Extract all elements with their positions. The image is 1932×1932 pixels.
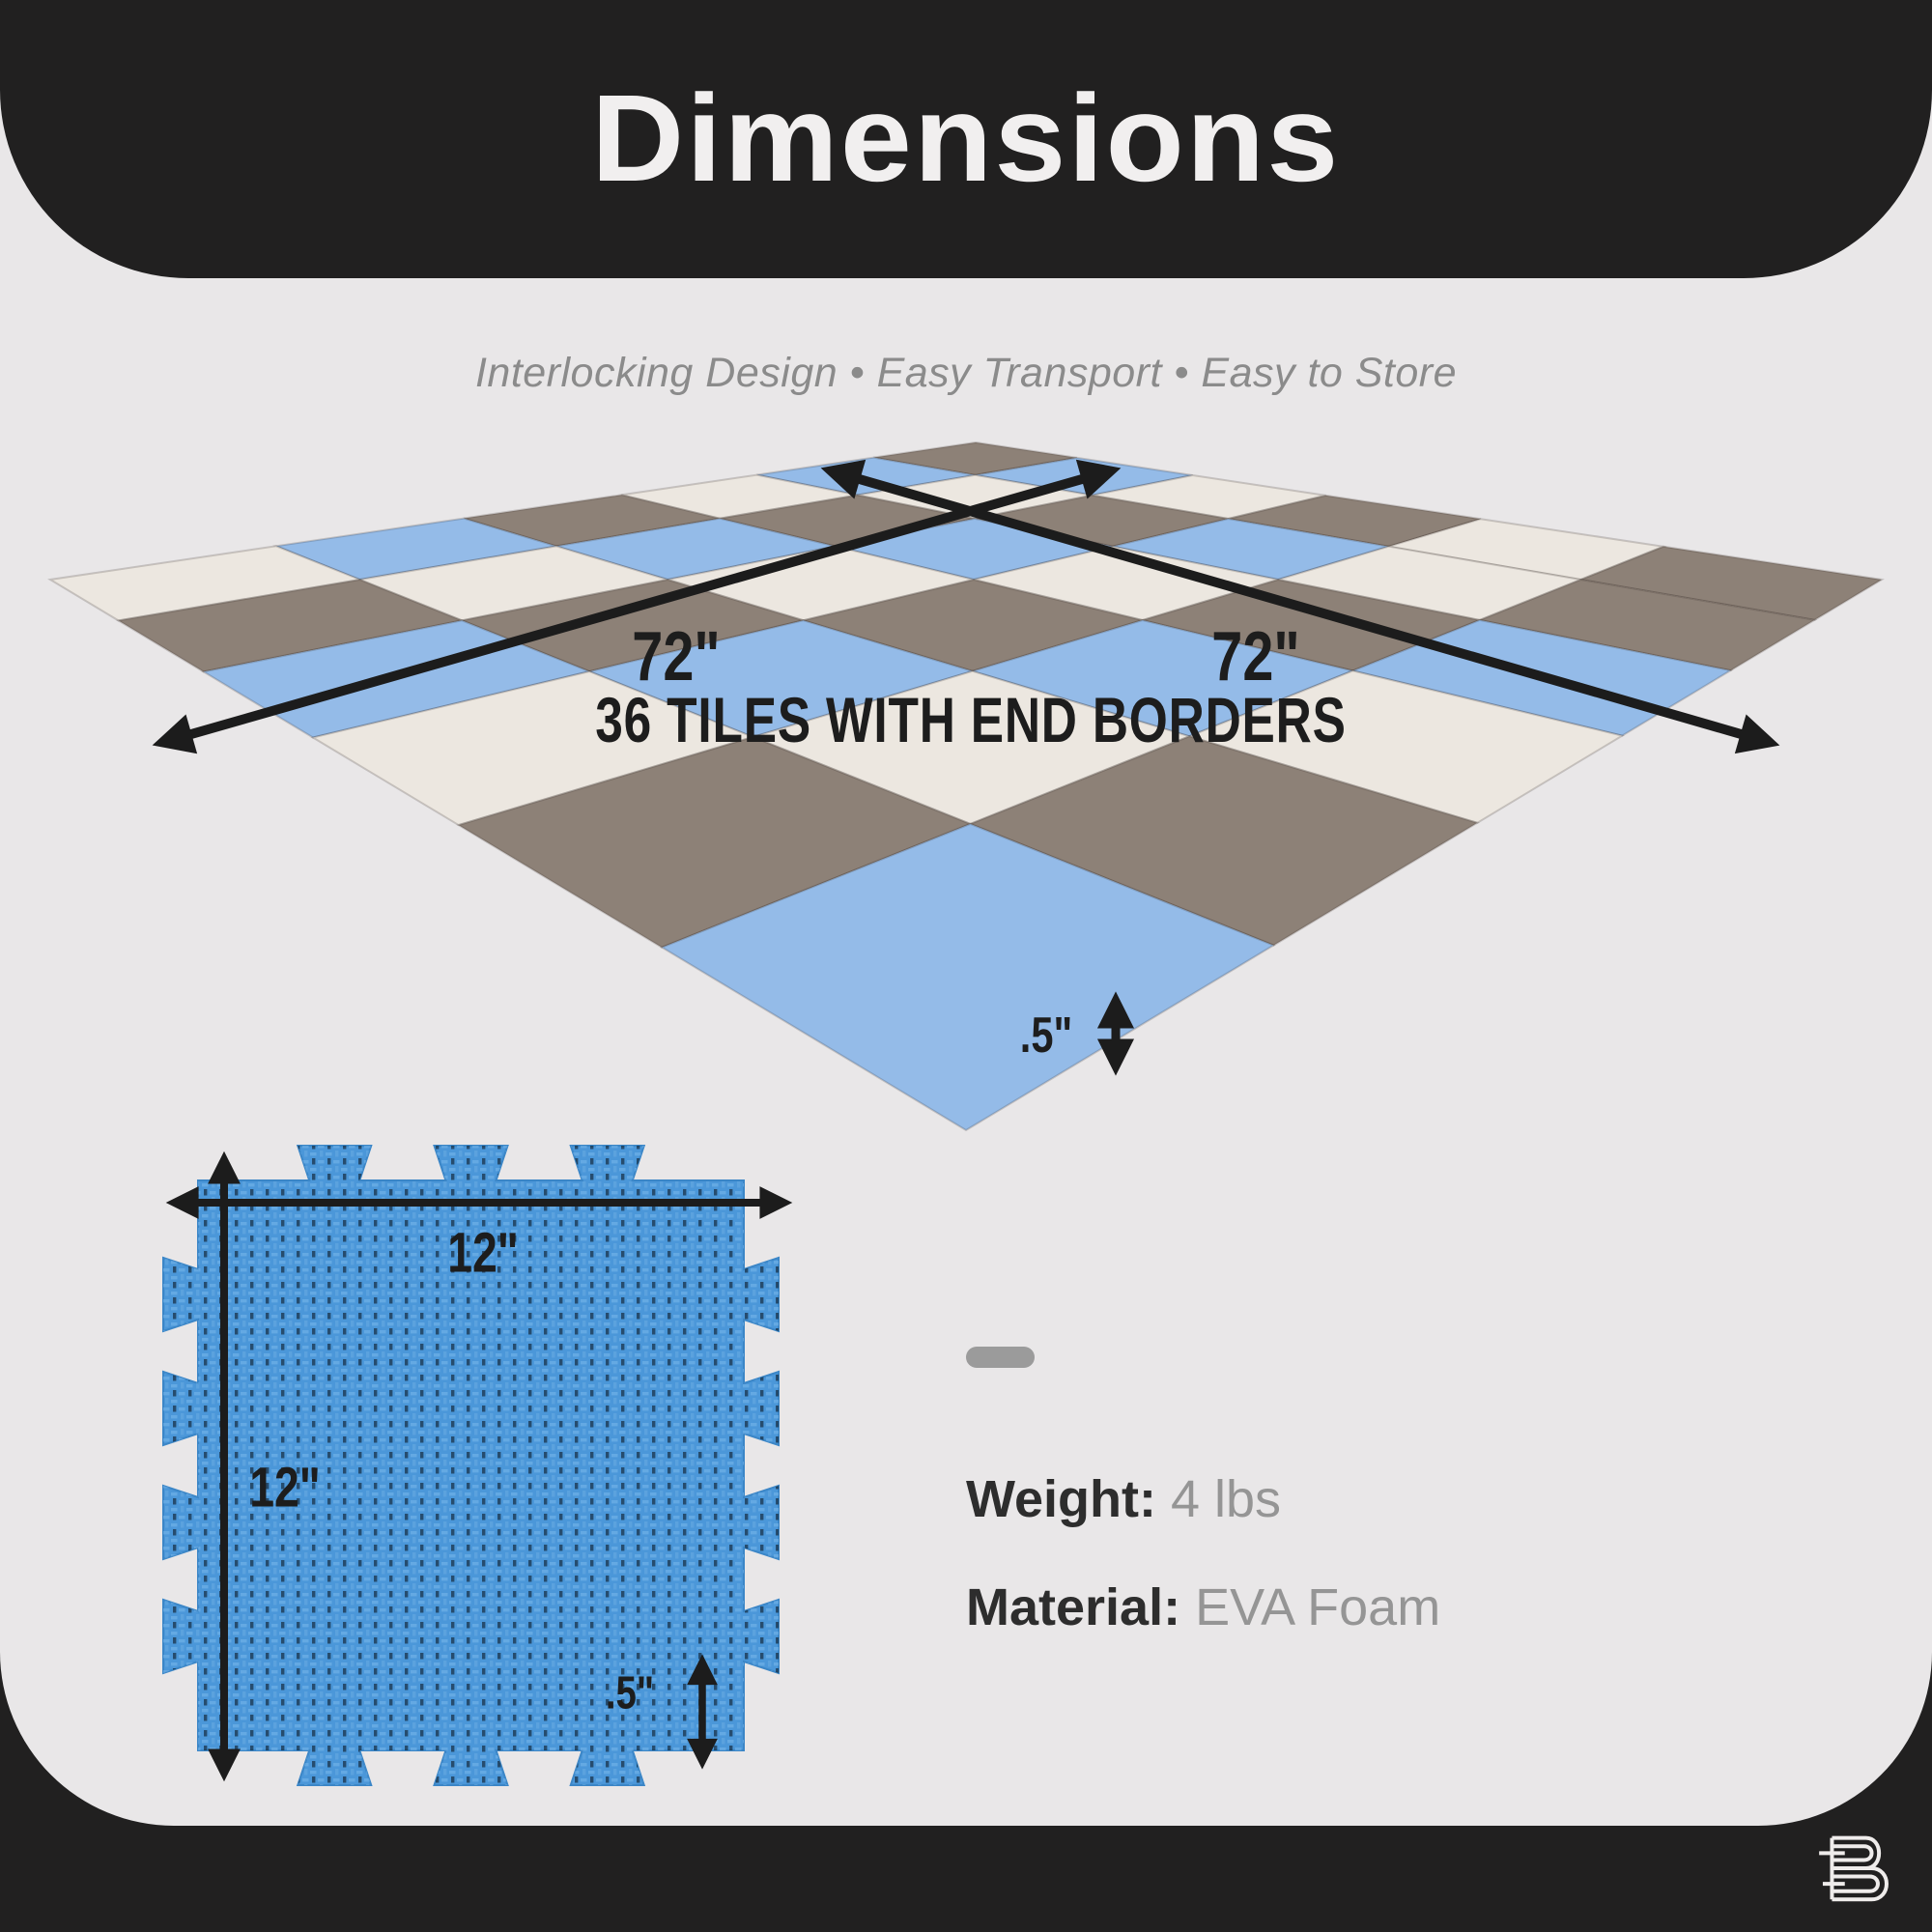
page-title: Dimensions xyxy=(591,70,1341,208)
weight-value: 4 lbs xyxy=(1170,1470,1282,1528)
foam-tile xyxy=(162,1145,780,1786)
brand-logo-icon xyxy=(1819,1835,1889,1902)
tile-width-label: 12" xyxy=(447,1221,519,1285)
divider-dash xyxy=(966,1347,1035,1368)
tile-height-label: 12" xyxy=(249,1456,321,1520)
header-banner: Dimensions xyxy=(0,0,1932,278)
mat-illustration xyxy=(47,440,1885,1132)
specs-block: Weight: 4 lbs Material: EVA Foam xyxy=(966,1347,1440,1662)
single-tile-illustration xyxy=(162,1145,793,1786)
mat-caption: 36 TILES WITH END BORDERS xyxy=(595,684,1347,755)
mat-tile xyxy=(659,822,1276,1132)
tile-measure-arrows xyxy=(165,1151,793,1782)
material-value: EVA Foam xyxy=(1195,1578,1441,1636)
arrow-right-72 xyxy=(820,459,1780,754)
material-label: Material: xyxy=(966,1578,1181,1636)
brand-logo xyxy=(1816,1832,1901,1905)
measure-arrows xyxy=(152,459,1780,1076)
mat-thickness-label: .5" xyxy=(1019,1008,1073,1064)
material-row: Material: EVA Foam xyxy=(966,1553,1440,1662)
tile-thickness-label: .5" xyxy=(605,1667,655,1719)
weight-label: Weight: xyxy=(966,1470,1156,1528)
mat-tile-grid xyxy=(47,440,1885,1132)
weight-row: Weight: 4 lbs xyxy=(966,1445,1440,1553)
feature-tagline: Interlocking Design • Easy Transport • E… xyxy=(474,350,1458,396)
